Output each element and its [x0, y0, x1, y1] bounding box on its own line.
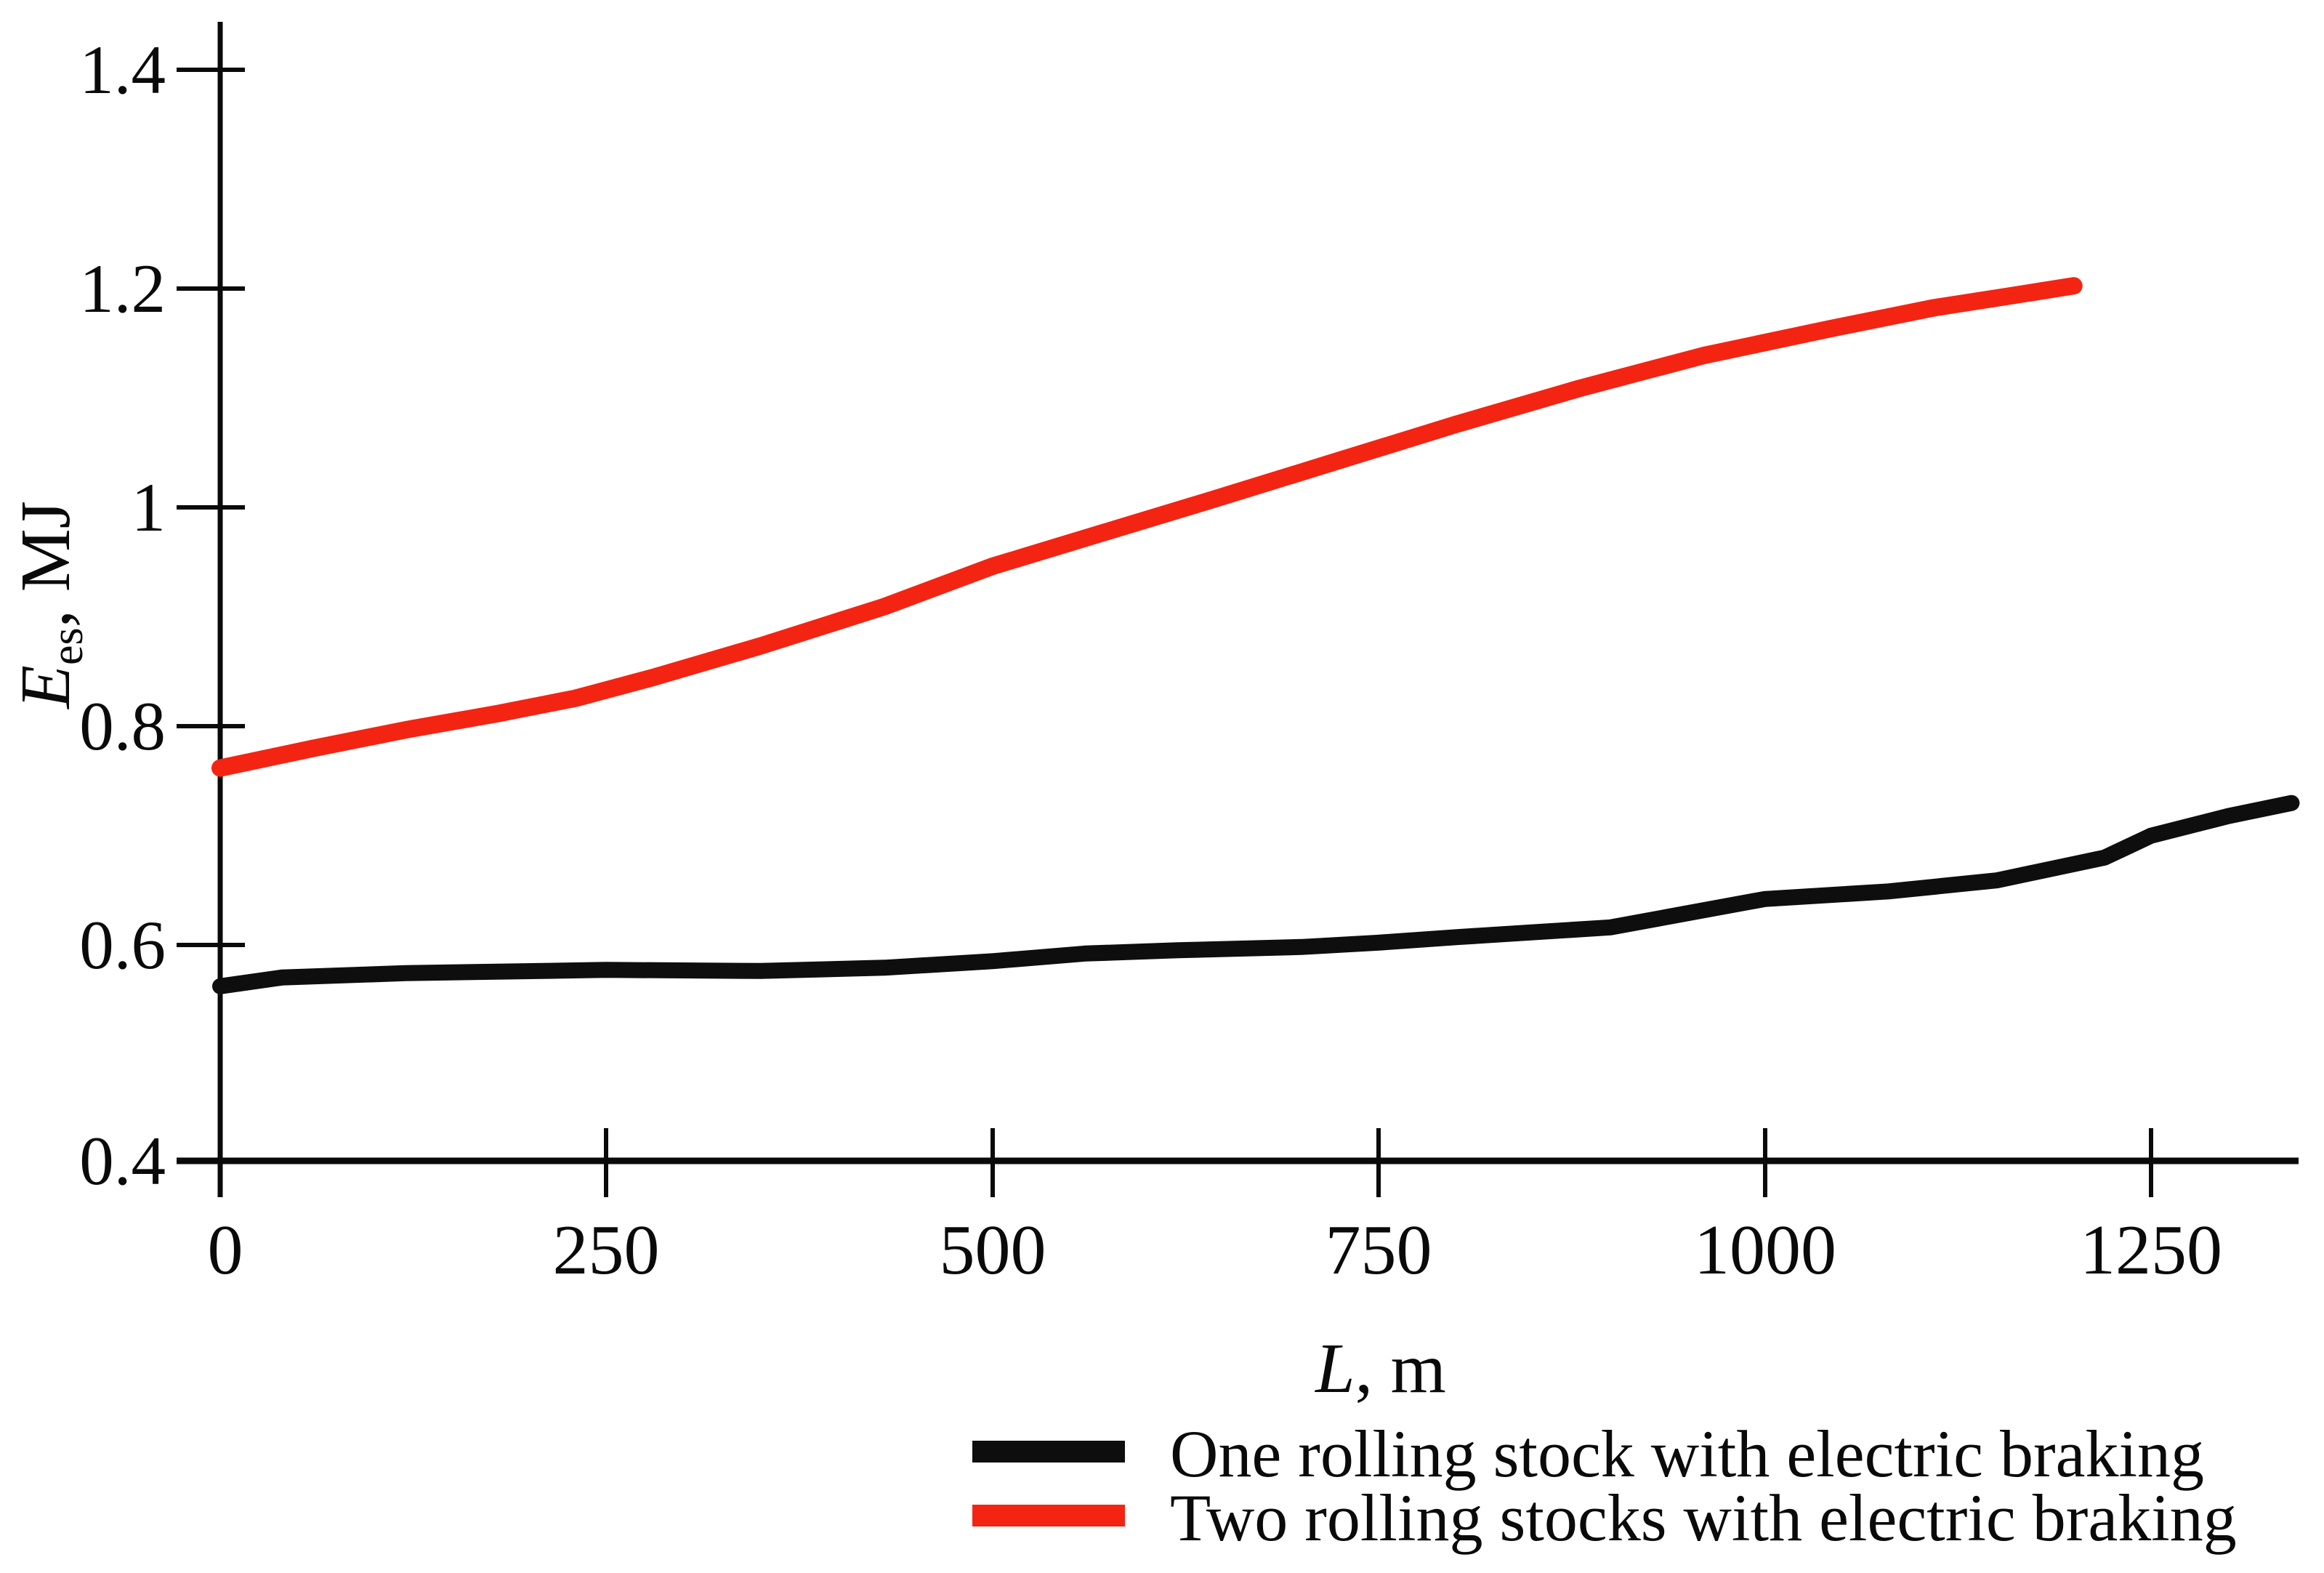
y-tick-label-0-8: 0.8	[79, 688, 166, 765]
y-tick-label-1-2: 1.2	[79, 250, 166, 327]
legend-swatch-one-rolling-stock	[972, 1441, 1125, 1463]
x-tick-label-0: 0	[208, 1211, 243, 1290]
legend-label-one-rolling-stock: One rolling stock with electric braking	[1170, 1417, 2204, 1491]
legend-swatch-two-rolling-stocks	[972, 1505, 1125, 1526]
y-tick-marks	[177, 68, 245, 947]
y-tick-label-1-4: 1.4	[79, 31, 166, 108]
y-tick-label-0-6: 0.6	[79, 906, 166, 983]
x-tick-label-1000: 1000	[1694, 1211, 1836, 1290]
x-tick-label-500: 500	[940, 1211, 1046, 1290]
y-tick-label-1: 1	[132, 469, 166, 546]
x-tick-label-1250: 1250	[2080, 1211, 2222, 1290]
x-tick-marks	[604, 1128, 2153, 1197]
legend-label-two-rolling-stocks: Two rolling stocks with electric braking	[1170, 1481, 2237, 1555]
legend: One rolling stock with electric braking …	[972, 1417, 2237, 1555]
x-tick-label-750: 750	[1326, 1211, 1432, 1290]
series-line-one-rolling-stock	[212, 794, 2300, 994]
x-tick-label-250: 250	[553, 1211, 660, 1290]
y-tick-label-0-4: 0.4	[79, 1122, 166, 1199]
series-line-two-rolling-stocks	[211, 277, 2083, 777]
x-axis-title: L, m	[1314, 1329, 1446, 1408]
y-axis-title: Ees, MJ	[7, 501, 92, 710]
